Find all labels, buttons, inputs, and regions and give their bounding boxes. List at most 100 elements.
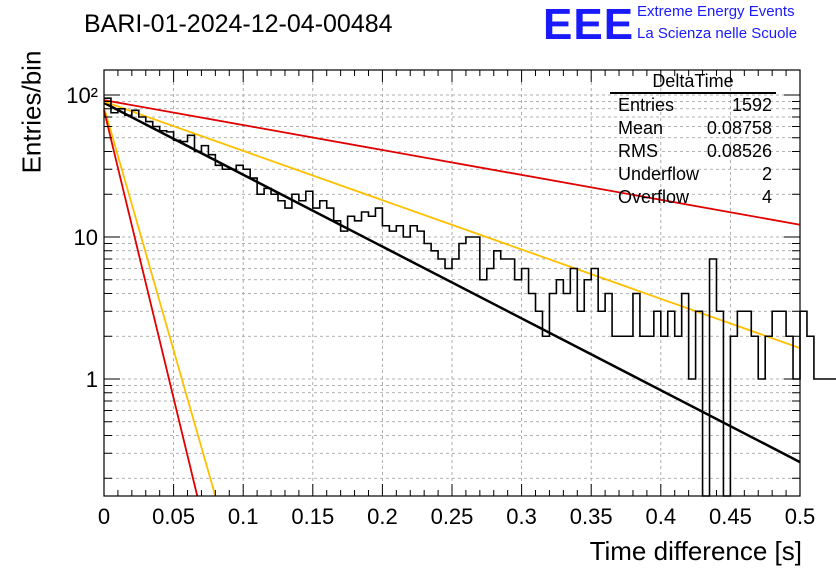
histogram-bin [306, 191, 313, 496]
histogram-bin [368, 216, 375, 496]
histogram-bin [146, 122, 153, 496]
histogram-bin [473, 237, 480, 496]
x-tick-label: 0.45 [709, 504, 752, 529]
histogram-outline [104, 97, 836, 497]
histogram-bin [174, 140, 181, 496]
histogram-bin [313, 208, 320, 496]
histogram-bin [549, 294, 556, 496]
stats-title: DeltaTime [610, 70, 776, 94]
histogram-bin [445, 269, 452, 496]
histogram-bin [181, 142, 188, 496]
tick-labels: 0 0.05 0.1 0.15 0.2 0.25 0.3 0.35 0.4 0.45 0.5 1 10 1… [66, 83, 815, 529]
histogram-bin [807, 336, 814, 496]
histogram-bin [215, 165, 222, 496]
y-tick-label: 10² [66, 83, 98, 108]
x-tick-label: 0.25 [431, 504, 474, 529]
histogram-bin [459, 244, 466, 496]
histogram-bin [111, 113, 118, 496]
stats-value: 1592 [731, 95, 772, 115]
histogram-bin [696, 311, 703, 496]
histogram [104, 97, 836, 497]
stats-label: RMS [618, 141, 658, 161]
histogram-bin [375, 208, 382, 496]
eee-line-2: La Scienza nelle Scuole [637, 25, 798, 42]
histogram-bin [389, 231, 396, 496]
histogram-bin [515, 280, 522, 496]
histogram-bin [640, 336, 647, 496]
histogram-bin [689, 379, 696, 496]
histogram-bin [292, 194, 299, 496]
stats-label: Mean [618, 118, 664, 138]
histogram-bin [765, 336, 772, 496]
x-tick-label: 0.5 [785, 504, 816, 529]
histogram-bin [341, 231, 348, 496]
histogram-bin [348, 216, 355, 496]
histogram-bin [250, 178, 257, 496]
histogram-bin [118, 109, 125, 496]
histogram-bin [647, 336, 654, 496]
x-tick-label: 0.35 [570, 504, 613, 529]
histogram-bin [382, 226, 389, 496]
chart-title: BARI-01-2024-12-04-00484 [84, 10, 393, 38]
stats-value: 0.08758 [706, 118, 772, 138]
histogram-bin [716, 311, 723, 496]
histogram-bin [529, 294, 536, 496]
eee-logo: EEE [543, 0, 635, 49]
histogram-bin [139, 117, 146, 496]
stats-row: Entries 1592 [610, 94, 776, 117]
histogram-bin [410, 226, 417, 496]
histogram-bin [800, 311, 807, 496]
histogram-bin [299, 201, 306, 496]
histogram-bin [612, 336, 619, 496]
histogram-bin [751, 336, 758, 496]
histogram-bin [563, 294, 570, 496]
histogram-bin [654, 311, 661, 496]
histogram-bin [480, 280, 487, 496]
histogram-bin [619, 336, 626, 496]
histogram-bin [452, 259, 459, 496]
histogram-bin [243, 169, 250, 496]
stats-box: DeltaTime Entries 1592 Mean 0.08758 RMS … [610, 70, 776, 209]
histogram-bin [577, 311, 584, 496]
histogram-bin [236, 165, 243, 496]
histogram-bin [570, 269, 577, 496]
fit-line-red-fast [103, 110, 199, 497]
histogram-bin [668, 311, 675, 496]
histogram-bin [772, 311, 779, 496]
stats-row: Overflow 4 [610, 186, 776, 209]
histogram-bin [431, 251, 438, 496]
eee-line-1: Extreme Energy Events [637, 3, 795, 20]
histogram-bin [494, 251, 501, 496]
histogram-bin [758, 379, 765, 496]
fit-line-yellow-slow [103, 100, 801, 349]
histogram-bin [320, 201, 327, 496]
x-axis-label: Time difference [s] [589, 536, 802, 566]
x-tick-label: 0.1 [228, 504, 259, 529]
histogram-bin [556, 280, 563, 496]
histogram-bin [208, 155, 215, 496]
histogram-bin [508, 259, 515, 496]
histogram-bin [710, 259, 717, 496]
histogram-bin [466, 237, 473, 496]
histogram-bin [584, 280, 591, 496]
histogram-bin [396, 226, 403, 496]
histogram-bin [153, 127, 160, 496]
histogram-bin [257, 194, 264, 496]
histogram-bin [598, 311, 605, 496]
stats-label: Entries [618, 95, 675, 115]
histogram-bin [132, 110, 139, 496]
stats-label: Overflow [618, 187, 690, 207]
histogram-bin [438, 259, 445, 496]
stats-row: RMS 0.08526 [610, 140, 776, 163]
fit-line-fit [103, 101, 801, 464]
stats-row: Underflow 2 [610, 163, 776, 186]
y-tick-label: 10 [74, 225, 98, 250]
histogram-bin [417, 231, 424, 496]
histogram-bin [327, 208, 334, 496]
histogram-bin [285, 208, 292, 496]
histogram-bin [125, 115, 132, 496]
stats-value: 2 [761, 164, 772, 184]
histogram-bin [222, 169, 229, 496]
histogram-bin [104, 98, 111, 496]
